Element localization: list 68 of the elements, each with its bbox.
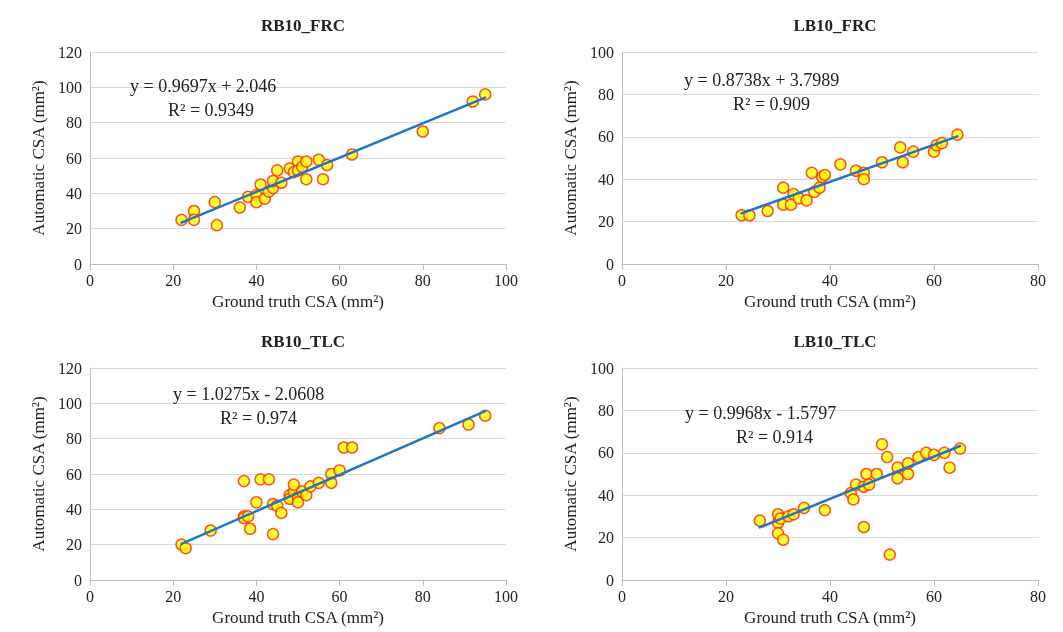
x-tick-label: 20	[718, 271, 734, 289]
y-tick-label: 80	[66, 430, 82, 448]
y-tick-label: 40	[66, 500, 82, 518]
x-axis-title: Ground truth CSA (mm²)	[212, 291, 384, 311]
x-tick-label: 100	[494, 271, 518, 289]
x-tick-label: 60	[331, 271, 348, 289]
y-tick-label: 20	[66, 220, 82, 238]
annotation: R² = 0.909	[733, 94, 811, 114]
y-tick-label: 60	[66, 149, 82, 167]
y-tick-label: 40	[598, 170, 614, 188]
x-tick-label: 40	[822, 271, 838, 289]
annotation: y = 1.0275x - 2.0608	[173, 384, 325, 404]
y-tick-label: 20	[598, 529, 614, 547]
y-tick-label: 100	[590, 43, 614, 61]
y-tick-label: 0	[74, 255, 82, 273]
y-tick-label: 60	[66, 465, 82, 483]
x-tick-label: 0	[86, 587, 94, 605]
y-tick-label: 80	[598, 85, 614, 103]
y-tick-label: 60	[598, 128, 614, 146]
y-tick-label: 80	[598, 401, 614, 419]
y-tick-label: 100	[58, 78, 82, 96]
y-tick-label: 20	[66, 536, 82, 554]
x-tick-label: 40	[248, 587, 265, 605]
y-tick-label: 100	[590, 359, 614, 377]
y-tick-label: 60	[598, 444, 614, 462]
x-tick-label: 60	[331, 587, 348, 605]
x-axis-title: Ground truth CSA (mm²)	[744, 607, 916, 627]
x-tick-label: 80	[1030, 271, 1046, 289]
annotation: R² = 0.914	[736, 427, 814, 447]
y-tick-label: 40	[66, 184, 82, 202]
x-tick-label: 40	[822, 587, 838, 605]
y-tick-label: 20	[598, 213, 614, 231]
x-axis-title: Ground truth CSA (mm²)	[212, 607, 384, 627]
x-tick-label: 60	[926, 271, 942, 289]
x-tick-label: 100	[494, 587, 518, 605]
y-axis-title: Automatic CSA (mm²)	[29, 396, 49, 552]
x-tick-label: 0	[618, 271, 626, 289]
x-tick-label: 40	[248, 271, 265, 289]
chart-title: RB10_FRC	[260, 16, 346, 35]
x-tick-label: 20	[165, 587, 182, 605]
x-tick-label: 20	[718, 587, 734, 605]
x-tick-label: 80	[414, 271, 431, 289]
annotation: R² = 0.9349	[168, 100, 255, 120]
x-tick-label: 20	[165, 271, 182, 289]
y-axis-title: Automatic CSA (mm²)	[29, 80, 49, 236]
y-axis-title: Automatic CSA (mm²)	[561, 396, 581, 552]
y-tick-label: 100	[58, 394, 82, 412]
y-tick-label: 120	[58, 43, 82, 61]
annotation: y = 0.8738x + 3.7989	[684, 70, 840, 90]
annotation: y = 0.9968x - 1.5797	[685, 403, 837, 423]
y-tick-label: 0	[606, 255, 614, 273]
chart-title: LB10_TLC	[793, 332, 877, 351]
chart-title: RB10_TLC	[260, 332, 346, 351]
y-tick-label: 40	[598, 486, 614, 504]
y-tick-label: 80	[66, 114, 82, 132]
x-axis-title: Ground truth CSA (mm²)	[744, 291, 916, 311]
annotation: R² = 0.974	[220, 408, 298, 428]
x-tick-label: 80	[1030, 587, 1046, 605]
x-tick-label: 80	[414, 587, 431, 605]
y-tick-label: 120	[58, 359, 82, 377]
y-axis-title: Automatic CSA (mm²)	[561, 80, 581, 236]
annotation: y = 0.9697x + 2.046	[130, 76, 277, 96]
y-tick-label: 0	[74, 571, 82, 589]
chart-title: LB10_FRC	[793, 16, 877, 35]
y-tick-label: 0	[606, 571, 614, 589]
x-tick-label: 60	[926, 587, 942, 605]
x-tick-label: 0	[618, 587, 626, 605]
x-tick-label: 0	[86, 271, 94, 289]
